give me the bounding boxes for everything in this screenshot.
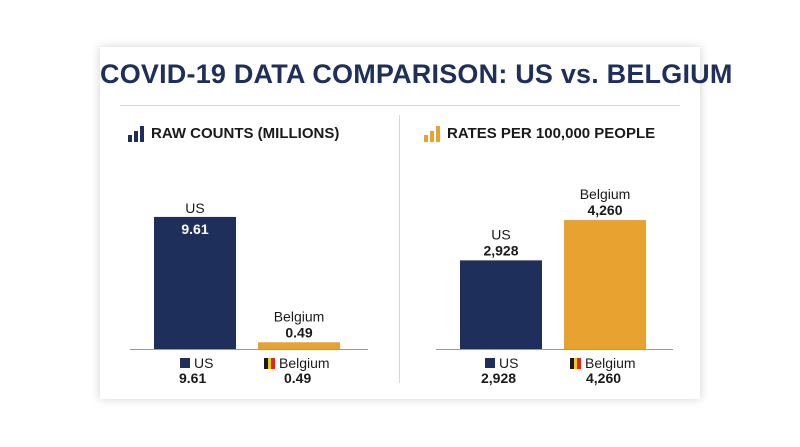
bar-chart-icon [128, 126, 144, 142]
legend-belgium-raw-value: 0.49 [284, 370, 312, 386]
page-title: COVID-19 DATA COMPARISON: US vs. BELGIUM [100, 59, 733, 89]
bar-category-label: Belgium [580, 186, 631, 202]
raw-counts-heading: RAW COUNTS (MILLIONS) [128, 120, 339, 142]
rates-heading-text: RATES PER 100,000 PEOPLE [447, 125, 656, 142]
bar-value-label: 9.61 [181, 221, 208, 237]
bar-value-label: 0.49 [285, 324, 312, 340]
legend-belgium-raw-label: Belgium [279, 355, 330, 371]
bar-category-label: US [185, 200, 204, 216]
legend-us-raw-label: US [194, 355, 214, 371]
title-divider [120, 105, 680, 106]
legend-belgium-rates-value: 4,260 [586, 370, 622, 386]
bar-us-raw [154, 216, 236, 349]
us-swatch [485, 358, 495, 368]
legend-us-raw: US [180, 355, 213, 371]
bar-belgium-rates [564, 220, 646, 349]
bar-category-label: Belgium [274, 308, 325, 324]
us-swatch [180, 358, 190, 368]
belgium-flag-icon [570, 357, 582, 369]
legend-belgium-raw: Belgium [264, 355, 330, 371]
belgium-flag-icon [264, 357, 276, 369]
comparison-card: COVID-19 DATA COMPARISON: US vs. BELGIUM… [100, 47, 733, 399]
legend-us-raw-value: 9.61 [179, 370, 207, 386]
legend-belgium-rates-label: Belgium [585, 355, 636, 371]
bar-value-label: 2,928 [483, 242, 518, 258]
raw-counts-heading-text: RAW COUNTS (MILLIONS) [151, 125, 340, 142]
bar-category-label: US [491, 226, 510, 242]
bar-belgium-raw [258, 342, 340, 349]
panel-divider [399, 115, 400, 383]
bar-chart-icon [424, 126, 440, 142]
bar-value-label: 4,260 [587, 202, 622, 218]
legend-us-rates-label: US [499, 355, 519, 371]
legend-us-rates: US [485, 355, 518, 371]
legend-belgium-rates: Belgium [570, 355, 636, 371]
rates-heading: RATES PER 100,000 PEOPLE [424, 120, 655, 142]
bar-us-rates [460, 260, 542, 349]
legend-us-rates-value: 2,928 [481, 370, 517, 386]
